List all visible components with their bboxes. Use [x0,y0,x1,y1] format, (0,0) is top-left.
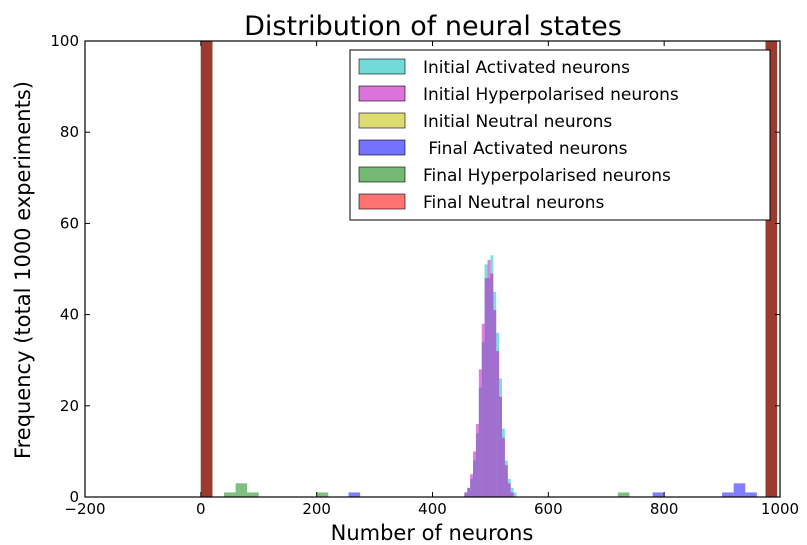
bar-series-1-bin-8 [487,259,491,497]
bar-series-4-bin-2 [224,492,236,497]
bar-series-4-bin-4 [247,492,259,497]
bar-series-0-bin-17 [513,492,517,497]
x-tick-label-4: 600 [534,500,563,518]
bar-series-1-bin-0 [464,492,468,497]
legend-label-initial-activated: Initial Activated neurons [423,58,630,78]
bar-series-4-bin-5 [316,492,329,497]
x-tick-label-3: 400 [418,500,447,518]
bar-series-3-bin-5 [733,483,746,497]
bar-series-1-bin-9 [490,273,494,497]
legend-label-final-activated: Final Activated neurons [423,139,628,159]
x-tick-label-1: 0 [196,500,206,518]
legend-label-final-hyperpolarised: Final Hyperpolarised neurons [423,166,671,186]
bar-series-3-bin-4 [722,492,734,497]
x-tick-label-2: 200 [302,500,331,518]
y-tick-label-5: 100 [50,32,79,50]
bar-series-1-bin-5 [478,369,482,497]
bar-series-1-bin-4 [475,424,479,497]
chart-title: Distribution of neural states [244,11,622,42]
bar-series-1-bin-16 [510,492,514,497]
bar-series-3-bin-2 [348,492,361,497]
x-tick-label-6: 1000 [761,500,799,518]
bar-series-4-bin-3 [235,483,248,497]
y-axis-label: Frequency (total 1000 experiments) [11,81,35,459]
bar-series-5-bin-0 [200,41,213,497]
bar-series-1-bin-1 [467,487,471,497]
bar-series-1-bin-3 [473,451,476,497]
bar-series-1-bin-13 [502,437,505,497]
bar-series-3-bin-6 [745,492,757,497]
legend-swatch-final-neutral [358,193,406,210]
bar-series-3-bin-3 [652,492,665,497]
bar-series-4-bin-6 [617,492,630,497]
bar-series-1-bin-14 [504,465,508,497]
legend-swatch-initial-activated [358,58,406,75]
bar-series-1-bin-15 [507,483,511,497]
bar-series-1-bin-2 [470,474,474,497]
y-tick-label-1: 20 [60,397,79,415]
legend-label-initial-hyperpolarised: Initial Hyperpolarised neurons [423,85,679,105]
legend-label-initial-neutral: Initial Neutral neurons [423,112,612,132]
bar-series-5-bin-1 [765,41,778,497]
bar-series-1-bin-12 [499,396,502,497]
y-tick-label-0: 0 [69,488,79,506]
bars-layer [200,41,778,497]
y-tick-label-2: 40 [60,306,79,324]
bar-series-1-bin-11 [496,351,500,497]
bar-series-1-bin-10 [493,310,497,497]
legend-swatch-initial-hyperpolarised [358,85,406,102]
legend-swatch-initial-neutral [358,112,406,129]
y-tick-label-3: 60 [60,214,79,232]
bar-series-1-bin-6 [481,323,485,497]
legend-label-final-neutral: Final Neutral neurons [423,193,605,213]
x-axis-label: Number of neurons [331,521,534,545]
legend-swatch-final-hyperpolarised [358,166,406,183]
x-tick-label-0: −200 [64,500,105,518]
bar-series-1-bin-7 [484,278,488,497]
legend-frame [349,49,771,221]
y-tick-label-4: 80 [60,123,79,141]
x-tick-label-5: 800 [650,500,679,518]
legend-swatch-final-activated [358,139,406,156]
legend: Initial Activated neurons Initial Hyperp… [349,49,771,221]
